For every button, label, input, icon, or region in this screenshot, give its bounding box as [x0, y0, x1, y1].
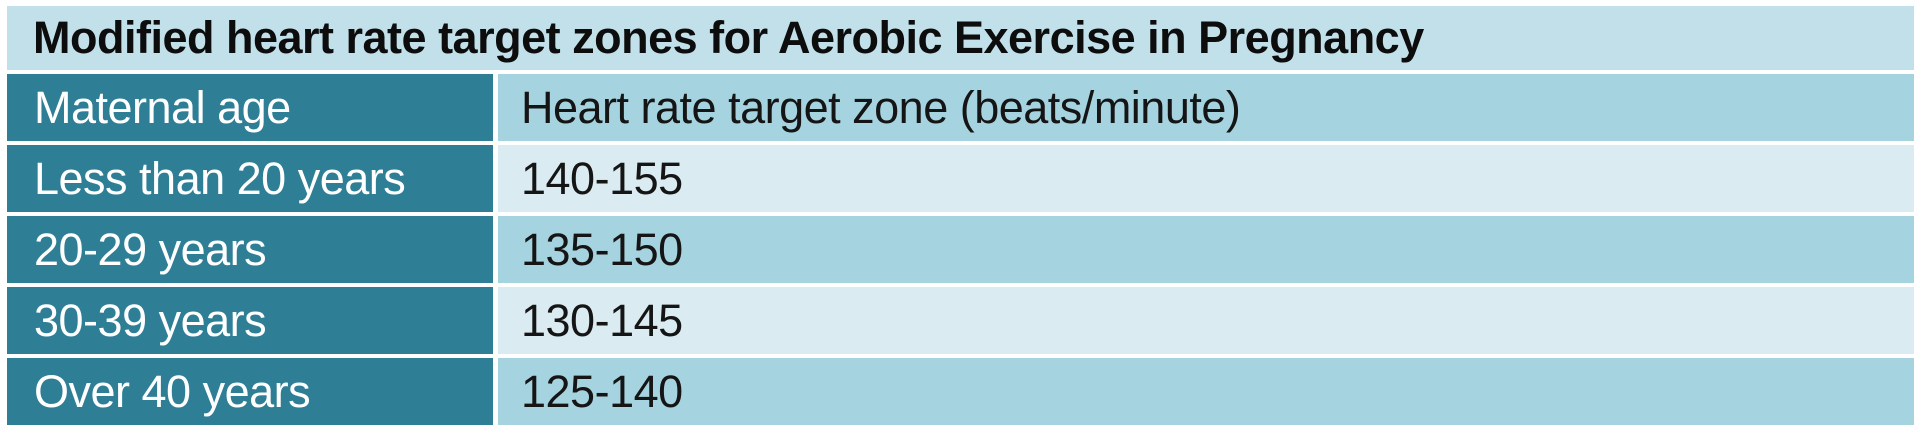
zone-cell-less-than-20: 140-155: [498, 145, 1914, 212]
table-title: Modified heart rate target zones for Aer…: [7, 6, 1914, 70]
zone-cell-over-40: 125-140: [498, 358, 1914, 425]
table-row: 30-39 years 130-145: [7, 287, 1914, 354]
column-header-maternal-age: Maternal age: [7, 74, 493, 141]
header-row: Maternal age Heart rate target zone (bea…: [7, 74, 1914, 141]
age-cell-less-than-20: Less than 20 years: [7, 145, 493, 212]
column-header-heart-rate-zone: Heart rate target zone (beats/minute): [498, 74, 1914, 141]
table-row: 20-29 years 135-150: [7, 216, 1914, 283]
zone-cell-20-29: 135-150: [498, 216, 1914, 283]
age-cell-30-39: 30-39 years: [7, 287, 493, 354]
table-row: Less than 20 years 140-155: [7, 145, 1914, 212]
age-cell-over-40: Over 40 years: [7, 358, 493, 425]
age-cell-20-29: 20-29 years: [7, 216, 493, 283]
zone-cell-30-39: 130-145: [498, 287, 1914, 354]
table-row: Over 40 years 125-140: [7, 358, 1914, 425]
